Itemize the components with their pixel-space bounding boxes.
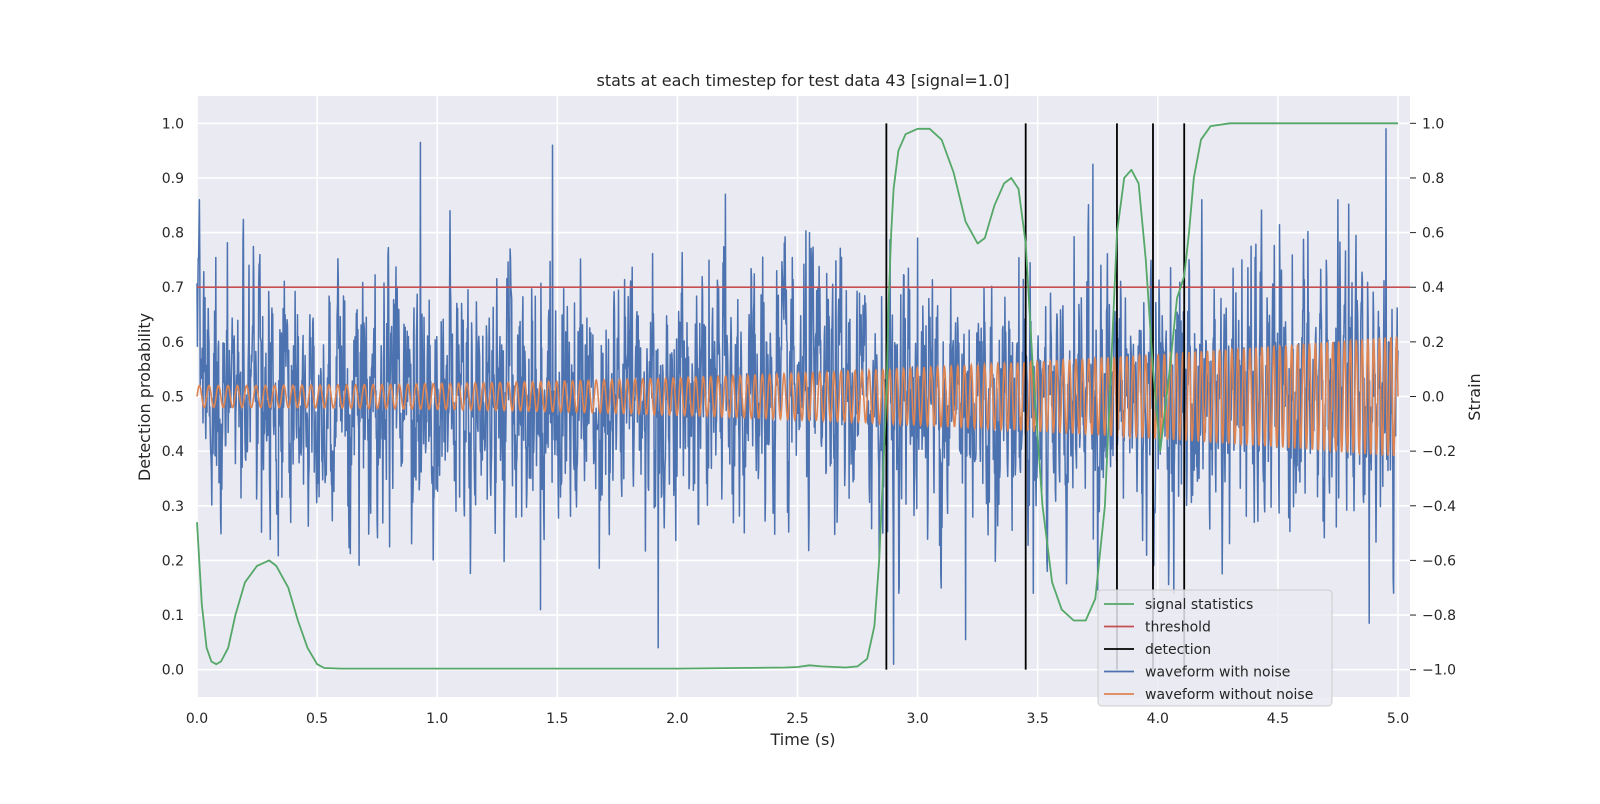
y-tick-label: 0.7	[162, 280, 184, 296]
x-tick-label: 2.0	[666, 711, 688, 727]
legend-label: waveform without noise	[1145, 687, 1313, 703]
x-tick-label: 3.5	[1027, 711, 1049, 727]
y-tick-label: 0.2	[162, 553, 184, 569]
y2-axis-ticks: −1.0 −0.8 −0.6 −0.4 −0.2 0.0 0.2 0.4 0.6 0.8 1.0	[1410, 116, 1456, 679]
x-tick-label: 2.5	[786, 711, 808, 727]
y-tick-label: 0.5	[162, 390, 184, 406]
y2-tick-label: 0.8	[1422, 171, 1444, 187]
x-tick-label: 4.0	[1147, 711, 1169, 727]
y-tick-label: 0.3	[162, 499, 184, 515]
y2-axis-label: Strain	[1465, 373, 1484, 420]
legend-box	[1097, 589, 1333, 707]
legend-label: detection	[1145, 642, 1211, 658]
x-axis-ticks: 0.0 0.5 1.0 1.5 2.0 2.5 3.0 3.5 4.0 4.5 5.0	[186, 711, 1409, 727]
x-tick-label: 4.5	[1267, 711, 1289, 727]
y-tick-label: 0.9	[162, 171, 184, 187]
x-tick-label: 3.0	[906, 711, 928, 727]
y2-tick-label: 0.6	[1422, 226, 1444, 242]
y-tick-label: 0.6	[162, 335, 184, 351]
y-tick-label: 0.8	[162, 226, 184, 242]
y2-tick-label: 0.4	[1422, 280, 1444, 296]
y2-tick-label: 0.2	[1422, 335, 1444, 351]
legend-label: waveform with noise	[1145, 665, 1290, 681]
x-tick-label: 5.0	[1387, 711, 1409, 727]
y2-tick-label: −1.0	[1422, 663, 1456, 679]
y2-tick-label: −0.2	[1422, 444, 1456, 460]
y2-tick-label: −0.4	[1422, 499, 1456, 515]
x-tick-label: 0.5	[306, 711, 328, 727]
y2-tick-label: −0.8	[1422, 608, 1456, 624]
x-tick-label: 1.0	[426, 711, 448, 727]
series-waveform-without-noise	[196, 336, 1399, 457]
plot-layer	[196, 122, 1410, 670]
y-axis-label: Detection probability	[135, 313, 154, 481]
legend: signal statistics threshold detection wavef…	[1097, 589, 1333, 707]
x-tick-label: 1.5	[546, 711, 568, 727]
x-axis-label: Time (s)	[769, 730, 835, 749]
y-tick-label: 1.0	[162, 116, 184, 132]
y-axis-ticks: 0.0 0.1 0.2 0.3 0.4 0.5 0.6 0.7 0.8 0.9 1.0	[162, 116, 184, 678]
legend-label: threshold	[1145, 620, 1211, 636]
chart-title: stats at each timestep for test data 43 …	[597, 71, 1010, 90]
series-signal-statistics	[196, 122, 1398, 670]
legend-label: signal statistics	[1145, 597, 1253, 613]
y-tick-label: 0.0	[162, 663, 184, 679]
x-tick-label: 0.0	[186, 711, 208, 727]
y-tick-label: 0.1	[162, 608, 184, 624]
y-tick-label: 0.4	[162, 444, 184, 460]
y2-tick-label: −0.6	[1422, 553, 1456, 569]
y2-tick-label: 0.0	[1422, 390, 1444, 406]
y2-tick-label: 1.0	[1422, 116, 1444, 132]
